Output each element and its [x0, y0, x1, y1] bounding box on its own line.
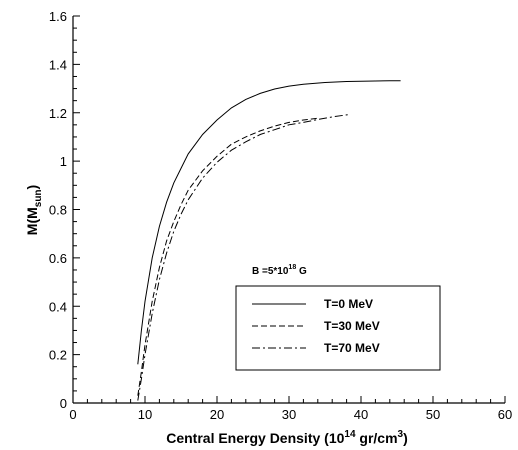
- x-axis-title: Central Energy Density (1014 gr/cm3): [166, 429, 408, 446]
- legend: T=0 MeV T=30 MeV T=70 MeV: [235, 285, 441, 371]
- x-tick-label: 30: [282, 407, 296, 422]
- series-line-3: [137, 113, 351, 401]
- legend-box: [235, 285, 441, 371]
- series-line-2: [137, 117, 318, 396]
- series-line-1: [137, 80, 401, 365]
- legend-label: T=0 MeV: [324, 297, 373, 311]
- y-tick-label: 1.4: [49, 57, 67, 72]
- y-tick-label: 0.6: [49, 251, 67, 266]
- x-tick-label: 10: [138, 407, 152, 422]
- y-tick-label: 1: [60, 154, 67, 169]
- y-tick-label: 1.2: [49, 106, 67, 121]
- x-tick-label: 60: [498, 407, 512, 422]
- y-tick-label: 1.6: [49, 9, 67, 24]
- y-tick-label: 0.2: [49, 348, 67, 363]
- legend-label: T=30 MeV: [324, 319, 380, 333]
- series-layer: [137, 80, 401, 401]
- y-tick-label: 0: [60, 396, 67, 411]
- legend-label: T=70 MeV: [324, 341, 380, 355]
- field-annotation: B =5*1018 G: [252, 264, 307, 277]
- y-tick-label: 0.4: [49, 299, 67, 314]
- x-tick-label: 20: [210, 407, 224, 422]
- y-axis-title: M(Msun): [24, 185, 44, 235]
- x-tick-label: 0: [69, 407, 76, 422]
- x-tick-label: 40: [354, 407, 368, 422]
- x-tick-label: 50: [426, 407, 440, 422]
- ticks: 0 10 20 30 40 50 60 0 0.2 0.4 0.6 0.8 1 1.2 1.4 1.6: [49, 9, 512, 422]
- y-tick-label: 0.8: [49, 203, 67, 218]
